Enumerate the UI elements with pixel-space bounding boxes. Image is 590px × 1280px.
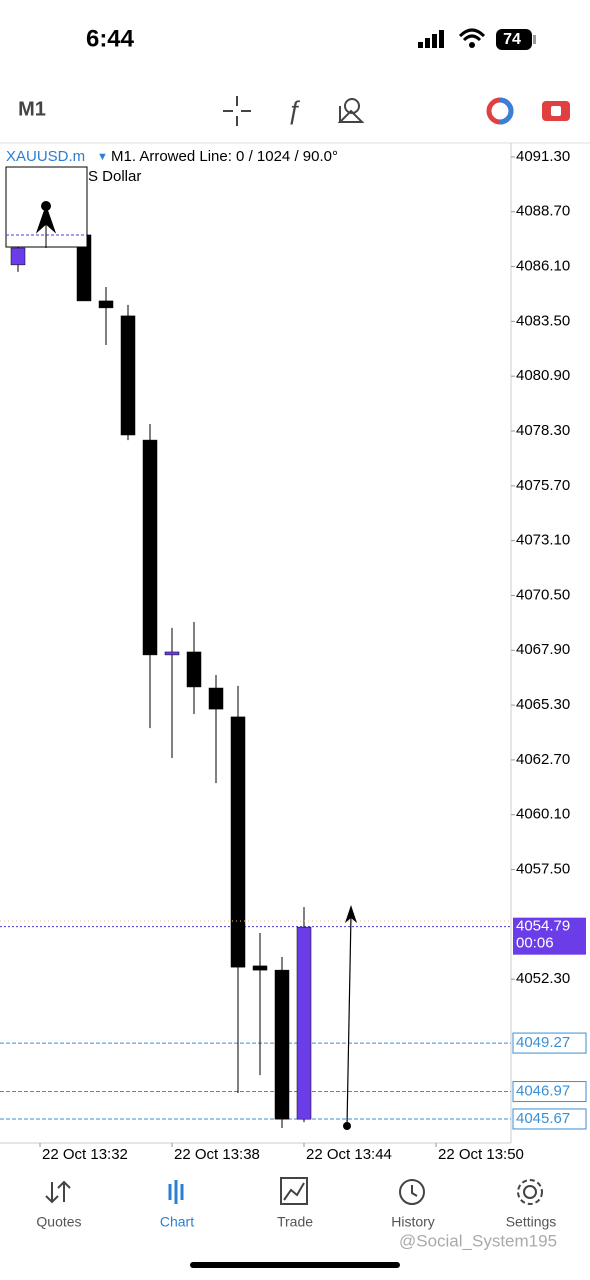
price-label: 4052.30 (516, 970, 570, 987)
price-label: 4086.10 (516, 258, 570, 275)
price-label: 4073.10 (516, 532, 570, 549)
arrowed-line (346, 914, 352, 1127)
price-label: 4075.70 (516, 477, 570, 494)
current-price-label: 4054.79 (516, 918, 570, 935)
candle-body (186, 651, 202, 688)
order-label: 4045.67 (516, 1110, 570, 1127)
home-indicator (190, 1262, 400, 1268)
tab-bar: Quotes Chart Trade History Settings (36, 1214, 556, 1230)
watermark: @Social_System195 (399, 1231, 557, 1250)
price-label: 4062.70 (516, 751, 570, 768)
price-label: 4070.50 (516, 586, 570, 603)
chart-info: M1. Arrowed Line: 0 / 1024 / 90.0° (111, 148, 338, 165)
order-label-box (512, 1081, 587, 1103)
price-label: 4091.30 (516, 148, 570, 165)
price-label: 4067.90 (516, 641, 570, 658)
preview-arrow-dot (41, 201, 51, 211)
price-label: 4083.50 (516, 312, 570, 329)
price-label: 4078.30 (516, 422, 570, 439)
plot: 4091.30 4088.70 4086.10 4083.50 4080.90 4078.… (0, 148, 587, 1163)
candle-body (10, 247, 26, 266)
time-label: 22 Oct 13:32 (42, 1146, 128, 1163)
indicator-button[interactable]: ƒ (287, 95, 301, 125)
price-label: 4057.50 (516, 861, 570, 878)
price-label: 4065.30 (516, 696, 570, 713)
trade-button[interactable] (486, 97, 514, 125)
candle-body (230, 716, 246, 968)
tab-label[interactable]: Trade (277, 1214, 313, 1230)
order-label-box (512, 1108, 587, 1130)
candle-body (252, 965, 268, 971)
arrowed-line-head (345, 905, 357, 923)
price-label: 4088.70 (516, 203, 570, 220)
tab-label[interactable]: Chart (160, 1214, 194, 1230)
battery-tip (533, 35, 536, 44)
order-label: 4049.27 (516, 1034, 570, 1051)
current-price-box (513, 917, 586, 955)
time-label: 22 Oct 13:38 (174, 1146, 260, 1163)
price-label: 4060.10 (516, 806, 570, 823)
candle-body (274, 969, 290, 1120)
crosshair-button[interactable] (223, 96, 251, 126)
tab-label[interactable]: Settings (506, 1214, 557, 1230)
tab-label[interactable]: Quotes (36, 1214, 81, 1230)
candle-body (142, 439, 158, 656)
arrowed-line-start (343, 1122, 351, 1130)
order-label-box (512, 1032, 587, 1054)
chart-subtitle: S Dollar (88, 168, 141, 185)
candle-body (98, 300, 114, 309)
order-button[interactable] (542, 101, 570, 121)
candle-body (208, 687, 224, 710)
time-label: 22 Oct 13:44 (306, 1146, 392, 1163)
candle-body (164, 651, 180, 656)
time-label: 22 Oct 13:50 (438, 1146, 524, 1163)
price-label: 4080.90 (516, 367, 570, 384)
preview-arrow (35, 204, 57, 248)
signal (418, 30, 444, 48)
battery (496, 29, 532, 50)
wifi (458, 28, 486, 42)
battery-level: 74 (503, 31, 521, 48)
tab-icons (45, 1177, 543, 1205)
objects-button[interactable] (337, 98, 365, 123)
order-label: 4046.97 (516, 1083, 570, 1100)
wifi-dot (469, 42, 475, 48)
tab-label[interactable]: History (391, 1214, 435, 1230)
timeframe-button[interactable]: M1 (18, 98, 46, 120)
candle-body (296, 926, 312, 1120)
countdown: 00:06 (516, 935, 554, 952)
candle-body (120, 315, 136, 436)
status-time: 6:44 (86, 25, 135, 52)
symbol[interactable]: XAUUSD.m (6, 148, 85, 165)
symbol-dropdown[interactable]: ▼ (97, 151, 108, 163)
